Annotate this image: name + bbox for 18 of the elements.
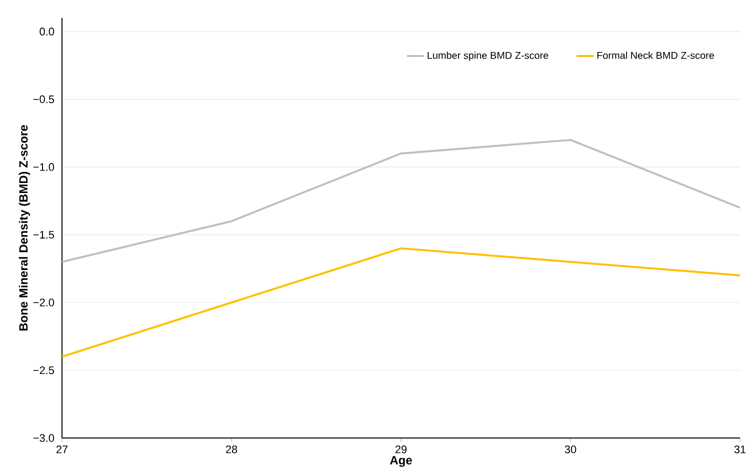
line-series xyxy=(62,247,740,358)
y-tick-label: −2.5 xyxy=(33,366,54,374)
y-tick-label: −3.0 xyxy=(33,434,54,442)
legend-label: Lumber spine BMD Z-score xyxy=(428,51,548,61)
y-tick-label: 0.0 xyxy=(40,28,54,36)
x-tick-label: 31 xyxy=(734,445,746,454)
x-axis-title: Age xyxy=(390,456,412,467)
y-axis-title: Bone Mineral Density (BMD) Z-score xyxy=(18,125,30,330)
y-tick-label: −2.0 xyxy=(33,298,54,306)
x-tick-label: 27 xyxy=(56,445,68,454)
y-tick-label: −0.5 xyxy=(33,95,54,104)
y-tick-label: −1.5 xyxy=(33,230,54,238)
legend-label: Formal Neck BMD Z-score xyxy=(597,51,714,59)
x-tick-label: 30 xyxy=(564,445,576,454)
x-tick-label: 29 xyxy=(395,445,407,454)
x-tick-label: 28 xyxy=(226,445,238,454)
y-tick-label: −1.0 xyxy=(33,163,54,171)
line-series xyxy=(62,138,740,263)
